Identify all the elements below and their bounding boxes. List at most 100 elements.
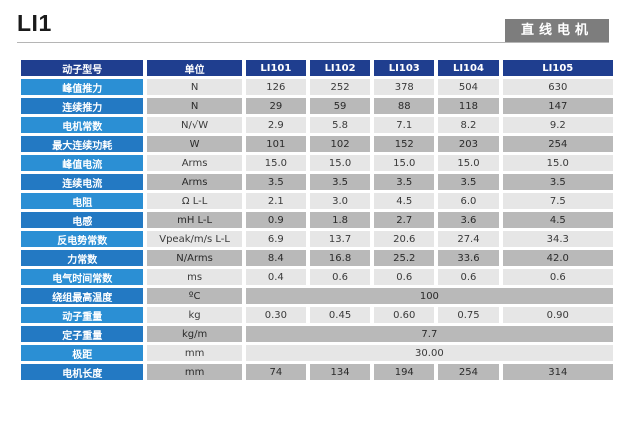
- row-value-merged: 100: [245, 288, 613, 304]
- table-row: 连续推力 N 29 59 88 118 147: [21, 98, 613, 114]
- row-value: 13.7: [309, 231, 371, 247]
- header-model: 动子型号: [21, 60, 144, 76]
- row-value: 0.9: [245, 212, 306, 228]
- row-value: 101: [245, 136, 306, 152]
- row-unit: Ω L-L: [147, 193, 242, 209]
- row-value: 4.5: [374, 193, 435, 209]
- row-unit: W: [147, 136, 242, 152]
- row-value: 194: [374, 364, 435, 380]
- table-row: 极距 mm 30.00: [21, 345, 613, 361]
- table-row: 电机常数 N/√W 2.9 5.8 7.1 8.2 9.2: [21, 117, 613, 133]
- row-unit: N: [147, 79, 242, 95]
- row-value: 134: [309, 364, 371, 380]
- row-label: 连续推力: [21, 98, 144, 114]
- table-header-row: 动子型号 单位 LI101 LI102 LI103 LI104 LI105: [21, 60, 613, 76]
- table-row: 峰值电流 Arms 15.0 15.0 15.0 15.0 15.0: [21, 155, 613, 171]
- row-label: 电感: [21, 212, 144, 228]
- row-value: 15.0: [309, 155, 371, 171]
- header-li102: LI102: [309, 60, 371, 76]
- row-unit: ms: [147, 269, 242, 285]
- table-row: 力常数 N/Arms 8.4 16.8 25.2 33.6 42.0: [21, 250, 613, 266]
- row-value: 0.60: [374, 307, 435, 323]
- row-value: 314: [502, 364, 613, 380]
- row-value: 147: [502, 98, 613, 114]
- row-value: 59: [309, 98, 371, 114]
- row-value: 16.8: [309, 250, 371, 266]
- row-value: 203: [438, 136, 499, 152]
- row-value: 27.4: [438, 231, 499, 247]
- row-value: 378: [374, 79, 435, 95]
- row-unit: N/Arms: [147, 250, 242, 266]
- row-value: 0.6: [309, 269, 371, 285]
- table-row: 峰值推力 N 126 252 378 504 630: [21, 79, 613, 95]
- row-value: 3.5: [309, 174, 371, 190]
- row-value: 2.9: [245, 117, 306, 133]
- row-label: 电阻: [21, 193, 144, 209]
- header-unit: 单位: [147, 60, 242, 76]
- row-value-merged: 7.7: [245, 326, 613, 342]
- row-value: 254: [502, 136, 613, 152]
- row-label: 电机常数: [21, 117, 144, 133]
- row-value: 0.4: [245, 269, 306, 285]
- row-value: 126: [245, 79, 306, 95]
- table-row: 绕组最高温度 ºC 100: [21, 288, 613, 304]
- row-value: 630: [502, 79, 613, 95]
- row-label: 最大连续功耗: [21, 136, 144, 152]
- row-value-merged: 30.00: [245, 345, 613, 361]
- row-value: 118: [438, 98, 499, 114]
- row-value: 33.6: [438, 250, 499, 266]
- row-value: 0.90: [502, 307, 613, 323]
- row-label: 力常数: [21, 250, 144, 266]
- row-value: 7.5: [502, 193, 613, 209]
- row-value: 0.75: [438, 307, 499, 323]
- header-li101: LI101: [245, 60, 306, 76]
- table-row: 定子重量 kg/m 7.7: [21, 326, 613, 342]
- row-value: 20.6: [374, 231, 435, 247]
- row-value: 88: [374, 98, 435, 114]
- row-value: 102: [309, 136, 371, 152]
- row-unit: Arms: [147, 155, 242, 171]
- row-value: 3.5: [374, 174, 435, 190]
- row-label: 反电势常数: [21, 231, 144, 247]
- row-value: 0.6: [438, 269, 499, 285]
- table-row: 电气时间常数 ms 0.4 0.6 0.6 0.6 0.6: [21, 269, 613, 285]
- row-unit: kg/m: [147, 326, 242, 342]
- row-value: 5.8: [309, 117, 371, 133]
- row-label: 峰值电流: [21, 155, 144, 171]
- table-row: 电感 mH L-L 0.9 1.8 2.7 3.6 4.5: [21, 212, 613, 228]
- row-value: 8.4: [245, 250, 306, 266]
- table-row: 反电势常数 Vpeak/m/s L-L 6.9 13.7 20.6 27.4 34.3: [21, 231, 613, 247]
- row-label: 绕组最高温度: [21, 288, 144, 304]
- header-li104: LI104: [438, 60, 499, 76]
- row-label: 连续电流: [21, 174, 144, 190]
- row-value: 0.6: [502, 269, 613, 285]
- category-badge: 直线电机: [505, 19, 609, 43]
- page-title: LI1: [17, 10, 52, 36]
- row-unit: kg: [147, 307, 242, 323]
- row-value: 15.0: [438, 155, 499, 171]
- row-unit: Arms: [147, 174, 242, 190]
- row-value: 3.5: [245, 174, 306, 190]
- row-label: 峰值推力: [21, 79, 144, 95]
- row-unit: N/√W: [147, 117, 242, 133]
- table-row: 动子重量 kg 0.30 0.45 0.60 0.75 0.90: [21, 307, 613, 323]
- row-unit: Vpeak/m/s L-L: [147, 231, 242, 247]
- row-value: 252: [309, 79, 371, 95]
- row-label: 电机长度: [21, 364, 144, 380]
- table-row: 最大连续功耗 W 101 102 152 203 254: [21, 136, 613, 152]
- row-value: 15.0: [502, 155, 613, 171]
- row-unit: N: [147, 98, 242, 114]
- row-value: 0.6: [374, 269, 435, 285]
- row-value: 7.1: [374, 117, 435, 133]
- row-value: 2.1: [245, 193, 306, 209]
- row-value: 0.45: [309, 307, 371, 323]
- row-unit: ºC: [147, 288, 242, 304]
- row-unit: mm: [147, 345, 242, 361]
- row-value: 8.2: [438, 117, 499, 133]
- row-value: 4.5: [502, 212, 613, 228]
- table-row: 连续电流 Arms 3.5 3.5 3.5 3.5 3.5: [21, 174, 613, 190]
- row-value: 254: [438, 364, 499, 380]
- row-value: 2.7: [374, 212, 435, 228]
- row-value: 74: [245, 364, 306, 380]
